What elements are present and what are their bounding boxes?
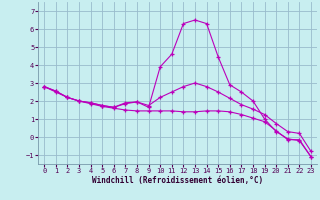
X-axis label: Windchill (Refroidissement éolien,°C): Windchill (Refroidissement éolien,°C) xyxy=(92,176,263,185)
